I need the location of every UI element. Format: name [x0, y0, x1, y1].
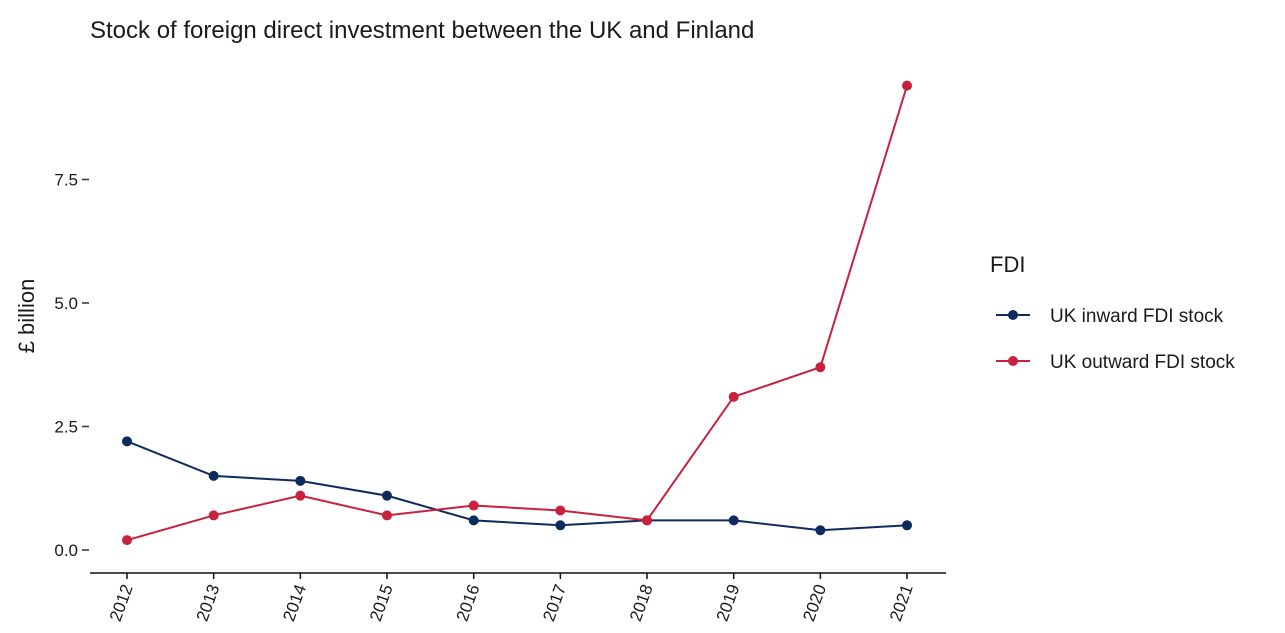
- data-point: [555, 505, 566, 516]
- data-point: [902, 80, 913, 91]
- legend-item: UK outward FDI stock: [996, 352, 1235, 373]
- x-tick-label: 2016: [453, 582, 484, 624]
- legend-label: UK outward FDI stock: [1050, 352, 1235, 373]
- x-tick-label: 2015: [366, 582, 397, 624]
- data-point: [382, 510, 393, 521]
- data-point: [902, 520, 913, 531]
- legend-key-point: [1008, 310, 1018, 320]
- series-line: [126, 440, 908, 532]
- x-tick-label: 2019: [713, 582, 744, 624]
- data-point: [122, 436, 132, 447]
- data-point: [208, 470, 219, 481]
- data-point: [815, 362, 826, 373]
- data-point: [815, 525, 826, 536]
- series-outward: [122, 80, 913, 546]
- x-axis: 2012 2013 2014 2015 2016 2017 2018 2019 2020 2021: [90, 572, 946, 624]
- data-point: [208, 510, 219, 521]
- data-point: [468, 500, 479, 511]
- legend-key-point: [1008, 356, 1018, 366]
- y-axis-label: £ billion: [14, 279, 39, 354]
- chart-title: Stock of foreign direct investment betwe…: [90, 17, 754, 44]
- data-point: [382, 490, 393, 501]
- x-tick-label: 2021: [886, 582, 917, 624]
- y-tick-label: 2.5: [54, 418, 78, 437]
- x-tick-label: 2012: [106, 582, 137, 624]
- y-axis: 0.0 2.5 5.0 7.5: [54, 171, 89, 560]
- x-tick-label: 2013: [193, 582, 224, 624]
- y-tick-label: 0.0: [54, 541, 78, 560]
- series-line: [126, 85, 908, 542]
- data-point: [295, 490, 306, 501]
- legend: FDI UK inward FDI stock UK outward FDI st…: [990, 252, 1235, 373]
- x-tick-label: 2017: [539, 582, 570, 624]
- series-inward: [122, 436, 913, 536]
- data-point: [642, 515, 653, 526]
- series-layer: [122, 80, 913, 546]
- data-point: [468, 515, 479, 526]
- data-point: [295, 475, 306, 486]
- legend-title: FDI: [990, 252, 1025, 277]
- data-point: [728, 515, 739, 526]
- legend-item: UK inward FDI stock: [996, 306, 1224, 327]
- x-tick-label: 2020: [799, 582, 830, 624]
- data-point: [555, 520, 566, 531]
- y-tick-label: 7.5: [54, 171, 78, 190]
- legend-label: UK inward FDI stock: [1050, 306, 1224, 327]
- x-tick-label: 2014: [279, 582, 310, 624]
- y-tick-label: 5.0: [54, 294, 78, 313]
- data-point: [728, 391, 739, 402]
- x-tick-label: 2018: [626, 582, 657, 624]
- data-point: [122, 535, 132, 546]
